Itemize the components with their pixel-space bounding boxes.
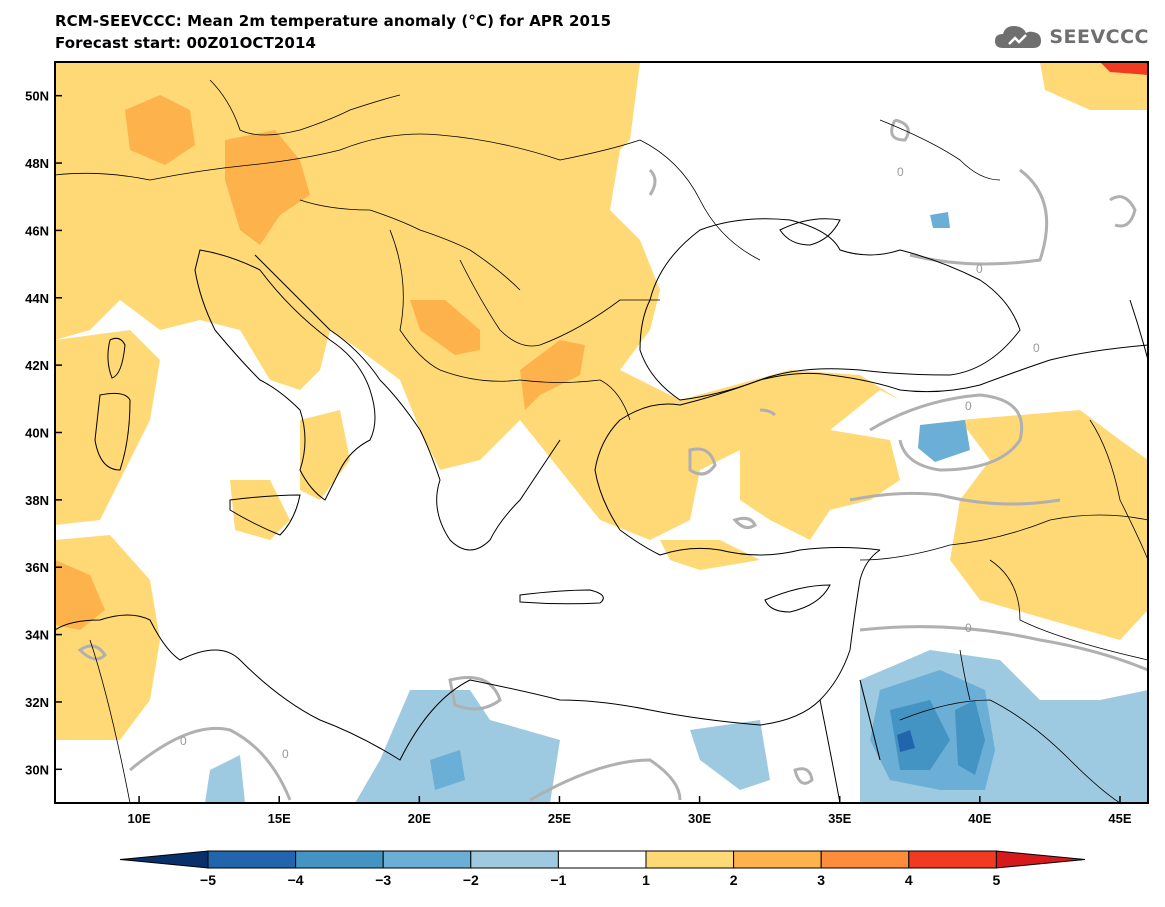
latitude-tick-label: 42N xyxy=(25,358,49,373)
warm-anomaly-region xyxy=(740,430,900,540)
colorbar-swatch xyxy=(557,850,647,869)
warm-anomaly-region xyxy=(55,330,160,525)
colorbar-swatch xyxy=(470,850,559,869)
colorbar: −5 −4 −3 −2 −1 1 2 3 4 5 xyxy=(119,850,1086,888)
cool-anomaly-region xyxy=(955,700,985,775)
longitude-tick-label: 35E xyxy=(828,811,851,826)
colorbar-swatch xyxy=(382,850,472,869)
contour-label: 0 xyxy=(1033,341,1040,355)
strong-warm-region xyxy=(125,95,195,165)
contour-label: 0 xyxy=(976,262,983,276)
strong-warm-region xyxy=(410,300,480,355)
latitude-axis: 50N 48N 46N 44N 42N 40N 38N 36N 34N 32N 30N xyxy=(25,89,62,777)
colorbar-level-label: −2 xyxy=(463,872,479,888)
country-borders xyxy=(55,79,1148,803)
logo-text: SEEVCCC xyxy=(1049,26,1149,48)
colorbar-swatch xyxy=(733,850,822,869)
map-title: RCM-SEEVCCC: Mean 2m temperature anomaly… xyxy=(55,12,612,30)
colorbar-level-label: 3 xyxy=(817,872,825,888)
contour-label: 0 xyxy=(180,734,187,748)
colorbar-swatch xyxy=(645,850,735,869)
zero-contours xyxy=(77,118,1148,802)
contour-label: 0 xyxy=(282,747,289,761)
colorbar-level-label: 5 xyxy=(993,872,1001,888)
colorbar-level-label: −1 xyxy=(550,872,566,888)
latitude-tick-label: 36N xyxy=(25,560,49,575)
latitude-tick-label: 34N xyxy=(25,628,49,643)
warm-anomaly-region xyxy=(300,410,350,500)
colorbar-level-label: 2 xyxy=(730,872,738,888)
cool-anomaly-region xyxy=(918,420,970,462)
cool-anomaly-region xyxy=(890,700,950,770)
cool-anomaly-region xyxy=(897,730,915,752)
cool-anomaly-region xyxy=(355,690,560,803)
cloud-icon xyxy=(995,26,1042,48)
contour-label: 0 xyxy=(897,165,904,179)
contour-label: 0 xyxy=(965,621,972,635)
cool-anomaly-region xyxy=(930,212,950,228)
colorbar-level-label: −3 xyxy=(375,872,391,888)
colorbar-level-label: −5 xyxy=(200,872,216,888)
warm-anomaly-region xyxy=(55,535,160,740)
longitude-axis: 10E 15E 20E 25E 30E 35E 40E 45E xyxy=(128,796,1132,826)
longitude-tick-label: 30E xyxy=(688,811,711,826)
latitude-tick-label: 32N xyxy=(25,695,49,710)
strong-warm-region xyxy=(1100,62,1148,75)
warm-anomaly-region xyxy=(230,480,290,540)
coastlines xyxy=(55,218,1148,803)
colorbar-upper-extension xyxy=(995,850,1086,869)
latitude-tick-label: 38N xyxy=(25,493,49,508)
colorbar-swatch xyxy=(207,850,297,869)
longitude-tick-label: 10E xyxy=(128,811,151,826)
map-field: 0 0 0 0 0 0 0 xyxy=(55,62,1148,803)
cool-anomaly-region xyxy=(690,720,770,790)
latitude-tick-label: 44N xyxy=(25,291,49,306)
warm-anomaly-region xyxy=(1040,62,1148,110)
warm-anomaly-region xyxy=(950,410,1148,640)
colorbar-swatch xyxy=(908,850,997,869)
latitude-tick-label: 50N xyxy=(25,89,49,104)
contour-label: 0 xyxy=(965,399,972,413)
longitude-tick-label: 45E xyxy=(1108,811,1131,826)
strong-warm-region xyxy=(225,130,310,245)
latitude-tick-label: 46N xyxy=(25,223,49,238)
longitude-tick-label: 25E xyxy=(548,811,571,826)
longitude-tick-label: 40E xyxy=(968,811,991,826)
colorbar-swatch xyxy=(295,850,384,869)
warm-anomaly-region xyxy=(660,540,760,570)
strong-warm-region xyxy=(55,560,105,630)
colorbar-level-label: 1 xyxy=(642,872,650,888)
colorbar-swatch xyxy=(820,850,910,869)
latitude-tick-label: 30N xyxy=(25,762,49,777)
latitude-tick-label: 48N xyxy=(25,156,49,171)
colorbar-lower-extension xyxy=(119,850,209,869)
cool-anomaly-region xyxy=(430,750,465,790)
seevccc-logo: SEEVCCC xyxy=(993,22,1149,52)
colorbar-level-label: 4 xyxy=(905,872,913,888)
latitude-tick-label: 40N xyxy=(25,426,49,441)
colorbar-level-label: −4 xyxy=(288,872,304,888)
longitude-tick-label: 20E xyxy=(408,811,431,826)
forecast-start-subtitle: Forecast start: 00Z01OCT2014 xyxy=(55,34,317,52)
cool-anomaly-region xyxy=(205,755,245,803)
strong-warm-region xyxy=(520,340,585,410)
longitude-tick-label: 15E xyxy=(268,811,291,826)
